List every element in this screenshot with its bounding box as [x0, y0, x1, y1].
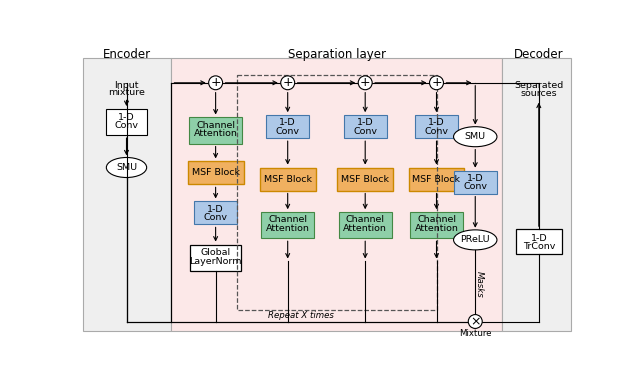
FancyBboxPatch shape	[260, 167, 316, 191]
Text: Encoder: Encoder	[102, 48, 150, 61]
Text: SMU: SMU	[465, 132, 486, 141]
FancyBboxPatch shape	[189, 117, 242, 144]
Text: Conv: Conv	[353, 127, 377, 136]
Text: +: +	[282, 76, 293, 89]
FancyBboxPatch shape	[188, 161, 244, 185]
Text: MSF Block: MSF Block	[341, 175, 389, 183]
FancyBboxPatch shape	[194, 201, 237, 225]
FancyBboxPatch shape	[344, 115, 387, 138]
Text: MSF Block: MSF Block	[191, 168, 239, 177]
Text: Attention: Attention	[343, 224, 387, 233]
Text: Attention: Attention	[415, 224, 458, 233]
Text: PReLU: PReLU	[460, 235, 490, 244]
Text: Channel: Channel	[417, 215, 456, 224]
FancyBboxPatch shape	[266, 115, 309, 138]
Text: Separation layer: Separation layer	[287, 48, 385, 61]
Circle shape	[468, 314, 482, 329]
Text: sources: sources	[520, 89, 557, 98]
Text: Separated: Separated	[514, 81, 563, 91]
Text: Conv: Conv	[115, 121, 138, 129]
FancyBboxPatch shape	[339, 212, 392, 238]
Circle shape	[429, 76, 444, 90]
Text: Channel: Channel	[268, 215, 307, 224]
Text: 1-D: 1-D	[428, 118, 445, 127]
Text: Attention: Attention	[194, 129, 237, 138]
Text: 1-D: 1-D	[207, 205, 224, 214]
FancyBboxPatch shape	[261, 212, 314, 238]
Text: +: +	[211, 76, 221, 89]
Text: TrConv: TrConv	[523, 242, 555, 251]
Circle shape	[209, 76, 223, 90]
Text: +: +	[431, 76, 442, 89]
Ellipse shape	[106, 157, 147, 178]
Text: Masks: Masks	[475, 271, 484, 298]
Text: Repeat X times: Repeat X times	[268, 311, 334, 320]
Text: 1-D: 1-D	[118, 113, 135, 122]
Text: 1-D: 1-D	[357, 118, 374, 127]
Text: ×: ×	[470, 315, 481, 328]
FancyBboxPatch shape	[415, 115, 458, 138]
Text: Channel: Channel	[196, 121, 235, 129]
Text: 1-D: 1-D	[280, 118, 296, 127]
FancyBboxPatch shape	[83, 58, 172, 331]
Text: 1-D: 1-D	[467, 174, 484, 183]
Ellipse shape	[454, 230, 497, 250]
Text: SMU: SMU	[116, 163, 137, 172]
Text: Channel: Channel	[346, 215, 385, 224]
Text: Conv: Conv	[463, 182, 487, 191]
Text: MSF Block: MSF Block	[264, 175, 312, 183]
Ellipse shape	[454, 127, 497, 147]
Circle shape	[281, 76, 294, 90]
FancyBboxPatch shape	[410, 212, 463, 238]
Text: Input: Input	[115, 81, 139, 91]
FancyBboxPatch shape	[190, 244, 241, 271]
Text: 1-D: 1-D	[531, 234, 547, 243]
FancyBboxPatch shape	[106, 109, 147, 135]
Text: +: +	[360, 76, 371, 89]
Text: mixture: mixture	[108, 88, 145, 97]
Text: Mixture: Mixture	[459, 329, 492, 338]
Text: Conv: Conv	[424, 127, 449, 136]
Text: Global: Global	[200, 248, 230, 257]
FancyBboxPatch shape	[408, 167, 465, 191]
Text: Decoder: Decoder	[514, 48, 564, 61]
Text: MSF Block: MSF Block	[413, 175, 461, 183]
Text: LayerNorm: LayerNorm	[189, 257, 242, 266]
FancyBboxPatch shape	[337, 167, 393, 191]
FancyBboxPatch shape	[502, 58, 572, 331]
Text: Conv: Conv	[276, 127, 300, 136]
Circle shape	[358, 76, 372, 90]
Text: Attention: Attention	[266, 224, 310, 233]
FancyBboxPatch shape	[454, 171, 497, 194]
FancyBboxPatch shape	[172, 58, 502, 331]
Text: Conv: Conv	[204, 213, 228, 222]
FancyBboxPatch shape	[516, 229, 562, 254]
